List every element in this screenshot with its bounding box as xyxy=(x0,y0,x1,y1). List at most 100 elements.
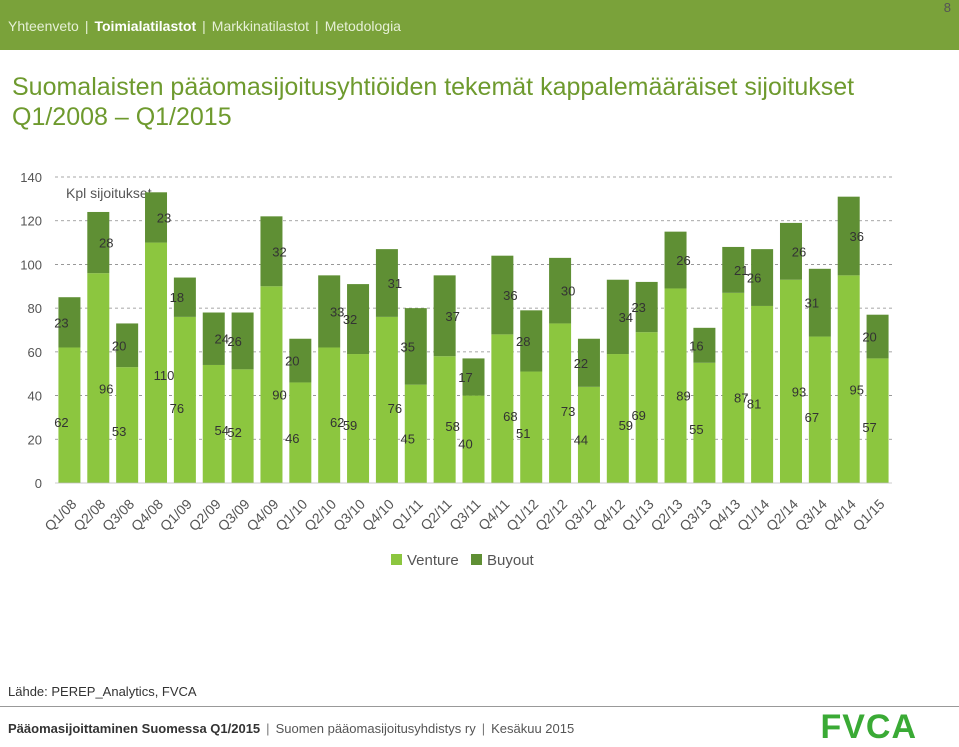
bar-venture-q3-09 xyxy=(231,369,254,483)
bar-venture-q3-10 xyxy=(347,354,370,483)
data-label-venture: 44 xyxy=(574,433,588,448)
data-label-buyout: 28 xyxy=(99,236,113,251)
bar-venture-q3-14 xyxy=(808,336,831,483)
x-tick-label: Q1/12 xyxy=(503,496,541,534)
x-tick-label: Q3/08 xyxy=(99,496,137,534)
bar-buyout-q1-11 xyxy=(404,308,427,385)
data-label-buyout: 17 xyxy=(458,370,472,385)
footer-organization: Suomen pääomasijoitusyhdistys ry xyxy=(275,721,476,736)
data-label-venture: 51 xyxy=(516,426,530,441)
legend-swatch-buyout xyxy=(471,554,482,565)
data-label-buyout: 37 xyxy=(445,309,459,324)
y-axis-label: Kpl sijoitukset xyxy=(66,185,152,201)
x-tick-label: Q2/14 xyxy=(763,496,801,534)
data-label-venture: 76 xyxy=(170,401,184,416)
bar-venture-q3-12 xyxy=(577,386,600,483)
data-label-buyout: 23 xyxy=(54,315,68,330)
nav-separator: | xyxy=(84,18,89,34)
y-tick-label: 40 xyxy=(28,389,42,404)
bar-venture-q1-15 xyxy=(866,358,889,483)
bar-venture-q2-08 xyxy=(87,273,110,483)
top-navigation-bar: Yhteenveto | Toimialatilastot | Markkinatila… xyxy=(0,0,959,50)
footer-publication: Pääomasijoittaminen Suomessa Q1/2015 xyxy=(8,721,261,736)
x-tick-label: Q3/10 xyxy=(330,496,368,534)
data-label-venture: 54 xyxy=(215,423,229,438)
data-label-buyout: 24 xyxy=(215,332,229,347)
x-tick-label: Q4/10 xyxy=(359,496,397,534)
data-label-venture: 55 xyxy=(689,422,703,437)
data-label-venture: 69 xyxy=(631,408,645,423)
bar-buyout-q2-14 xyxy=(779,222,802,280)
data-label-venture: 76 xyxy=(388,401,402,416)
bar-venture-q1-14 xyxy=(751,305,774,483)
x-tick-label: Q1/13 xyxy=(619,496,657,534)
bar-venture-q4-10 xyxy=(375,316,398,483)
x-tick-label: Q4/12 xyxy=(590,496,628,534)
bar-buyout-q3-09 xyxy=(231,312,254,370)
bar-venture-q1-12 xyxy=(520,371,543,483)
bar-venture-q4-13 xyxy=(722,292,745,483)
data-label-buyout: 21 xyxy=(734,263,748,278)
bar-buyout-q1-08 xyxy=(58,297,81,348)
nav-item-yhteenveto[interactable]: Yhteenveto xyxy=(8,18,79,34)
data-label-venture: 90 xyxy=(272,387,286,402)
data-label-venture: 52 xyxy=(227,425,241,440)
bar-venture-q1-10 xyxy=(289,382,312,483)
data-label-buyout: 20 xyxy=(862,330,876,345)
bar-buyout-q1-10 xyxy=(289,338,312,383)
bar-venture-q4-09 xyxy=(260,286,283,483)
nav-separator: | xyxy=(202,18,206,34)
data-label-buyout: 18 xyxy=(170,290,184,305)
bar-buyout-q1-09 xyxy=(173,277,196,317)
bar-venture-q4-14 xyxy=(837,275,860,483)
bar-venture-q2-14 xyxy=(779,279,802,483)
data-label-venture: 40 xyxy=(458,437,472,452)
data-label-venture: 89 xyxy=(676,388,690,403)
data-label-venture: 59 xyxy=(343,418,357,433)
nav-item-toimialatilastot[interactable]: Toimialatilastot xyxy=(94,18,197,34)
legend-label-buyout: Buyout xyxy=(487,552,535,569)
bar-buyout-q3-11 xyxy=(462,358,485,396)
bar-buyout-q1-14 xyxy=(751,249,774,306)
data-label-venture: 96 xyxy=(99,382,113,397)
x-tick-label: Q4/08 xyxy=(128,496,166,534)
data-label-venture: 58 xyxy=(445,419,459,434)
data-label-buyout: 26 xyxy=(747,271,761,286)
y-tick-label: 0 xyxy=(35,476,42,491)
bar-venture-q1-09 xyxy=(173,316,196,483)
bar-buyout-q3-10 xyxy=(347,284,370,355)
x-tick-label: Q3/12 xyxy=(561,496,599,534)
bar-buyout-q4-09 xyxy=(260,216,283,287)
nav-item-metodologia[interactable]: Metodologia xyxy=(324,18,401,34)
data-label-venture: 95 xyxy=(849,383,863,398)
footer-date: Kesäkuu 2015 xyxy=(491,721,575,736)
top-nav: Yhteenveto | Toimialatilastot | Markkinatila… xyxy=(8,18,401,34)
data-label-buyout: 22 xyxy=(574,356,588,371)
footer: Pääomasijoittaminen Suomessa Q1/2015 | Suo… xyxy=(8,721,574,736)
y-tick-label: 80 xyxy=(28,301,42,316)
x-tick-label: Q4/14 xyxy=(821,496,859,534)
x-tick-label: Q2/12 xyxy=(532,496,570,534)
x-tick-label: Q4/09 xyxy=(243,496,281,534)
nav-item-markkinatilastot[interactable]: Markkinatilastot xyxy=(211,18,310,34)
data-label-venture: 81 xyxy=(747,396,761,411)
bar-buyout-q4-11 xyxy=(491,255,514,335)
bar-venture-q2-11 xyxy=(433,356,456,483)
legend-swatch-venture xyxy=(391,554,402,565)
y-tick-label: 60 xyxy=(28,345,42,360)
data-label-venture: 67 xyxy=(805,410,819,425)
x-tick-label: Q1/11 xyxy=(388,496,426,534)
source-note: Lähde: PEREP_Analytics, FVCA xyxy=(8,684,197,699)
x-tick-label: Q2/10 xyxy=(301,496,339,534)
data-label-buyout: 31 xyxy=(388,276,402,291)
data-label-venture: 45 xyxy=(401,432,415,447)
data-label-buyout: 23 xyxy=(157,210,171,225)
x-tick-label: Q2/08 xyxy=(70,496,108,534)
bar-venture-q3-13 xyxy=(693,362,716,483)
bar-venture-q4-08 xyxy=(145,242,168,483)
data-label-buyout: 16 xyxy=(689,338,703,353)
bar-buyout-q2-09 xyxy=(202,312,225,365)
x-tick-label: Q3/13 xyxy=(676,496,714,534)
x-tick-label: Q4/13 xyxy=(705,496,743,534)
data-label-venture: 53 xyxy=(112,424,126,439)
